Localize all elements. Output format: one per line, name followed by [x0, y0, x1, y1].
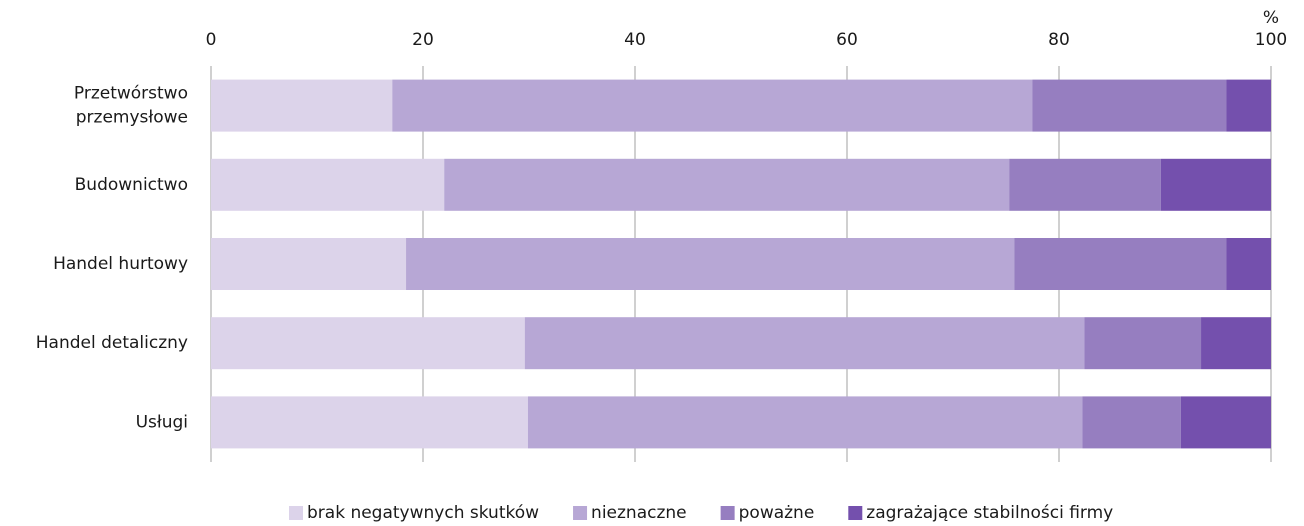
bar-segment: [1201, 317, 1271, 370]
bar-segment: [211, 238, 407, 290]
x-unit: %: [1263, 8, 1279, 28]
x-tick-label: 60: [836, 30, 858, 50]
bar-segment: [1226, 79, 1271, 132]
bar-segment: [1014, 238, 1227, 290]
bar-segment: [211, 317, 525, 370]
x-tick-label: 100: [1255, 30, 1287, 50]
bar-segment: [1032, 79, 1227, 132]
x-tick-label: 0: [206, 30, 217, 50]
bar-segment: [406, 238, 1015, 290]
bar-segment: [392, 79, 1033, 132]
x-tick-label: 20: [412, 30, 434, 50]
legend-label: poważne: [739, 503, 815, 523]
y-tick-label: Handel detaliczny: [36, 333, 188, 353]
bar-segment: [1160, 158, 1271, 211]
legend-swatch: [848, 506, 863, 520]
legend-swatch: [573, 506, 588, 520]
legend-swatch: [720, 506, 735, 520]
legend-label: brak negatywnych skutków: [307, 503, 539, 523]
y-tick-label: Usługi: [136, 412, 188, 432]
bar-segment: [1180, 396, 1271, 449]
bar-segment: [527, 396, 1083, 449]
bar-segment: [444, 158, 1010, 211]
bar-segment: [1084, 317, 1202, 370]
x-tick-label: 40: [624, 30, 646, 50]
legend-label: zagrażające stabilności firmy: [866, 503, 1113, 523]
bar-segment: [211, 158, 445, 211]
bar-segment: [211, 396, 528, 449]
x-tick-label: 80: [1048, 30, 1070, 50]
bar-segment: [1009, 158, 1161, 211]
y-tick-label: Budownictwo: [75, 175, 188, 195]
legend-label: nieznaczne: [591, 503, 687, 523]
bar-segment: [1082, 396, 1181, 449]
bar-segment: [1226, 238, 1271, 290]
legend-swatch: [289, 506, 303, 520]
y-tick-label: Handel hurtowy: [53, 254, 188, 274]
bar-segment: [211, 79, 393, 132]
y-tick-label: Przetwórstwo przemysłowe: [74, 84, 188, 128]
bar-segment: [524, 317, 1085, 370]
